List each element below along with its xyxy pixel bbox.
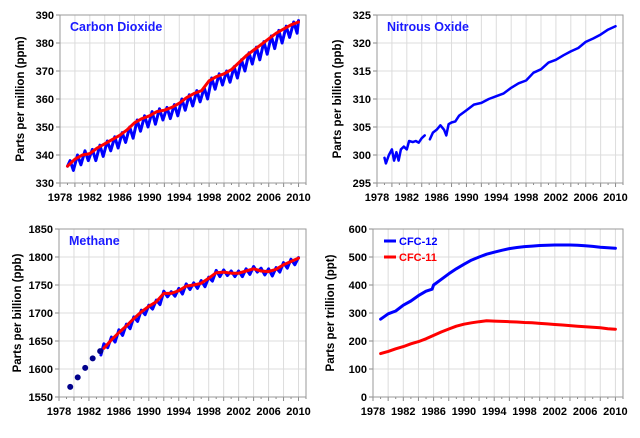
x-tick-label: 2002 xyxy=(226,406,250,418)
y-tick-label: 1550 xyxy=(29,392,53,404)
y-tick-label: 390 xyxy=(36,10,54,22)
x-tick-label: 1994 xyxy=(484,192,509,204)
y-tick-label: 315 xyxy=(353,66,371,78)
y-tick-label: 0 xyxy=(361,392,367,404)
x-tick-label: 1982 xyxy=(78,192,102,204)
plot-frame xyxy=(58,228,307,398)
chart-title: Nitrous Oxide xyxy=(387,20,469,34)
data-point xyxy=(97,348,104,355)
y-tick-label: 400 xyxy=(349,280,367,292)
x-tick-label: 1998 xyxy=(197,192,221,204)
y-tick-label: 370 xyxy=(36,66,54,78)
x-tick-label: 2006 xyxy=(573,406,597,418)
x-tick-label: 2006 xyxy=(256,406,280,418)
x-tick-label: 2002 xyxy=(543,406,567,418)
y-tick-label: 1650 xyxy=(29,336,53,348)
x-tick-label: 2010 xyxy=(286,406,310,418)
series-trend xyxy=(66,20,300,168)
x-tick-label: 2002 xyxy=(544,192,568,204)
chart-panel-cfc: 0 100 200 300 400 500 600 1978 1982 1986 1990 1994 1… xyxy=(325,224,628,418)
x-tick-label: 1986 xyxy=(421,406,445,418)
x-tick-label: 1990 xyxy=(454,192,478,204)
x-tick-label: 1994 xyxy=(167,192,192,204)
y-tick-label: 340 xyxy=(36,150,54,162)
y-tick-label: 360 xyxy=(36,94,54,106)
plot-frame xyxy=(372,228,624,398)
series-trend xyxy=(102,256,300,350)
data-point xyxy=(89,355,96,362)
series-cfc-11 xyxy=(379,319,617,356)
y-tick-label: 330 xyxy=(36,178,54,190)
chart-panel-nitrous-oxide: 295 300 305 310 315 320 325 1978 1982 1986 1990 199… xyxy=(332,10,628,204)
y-tick-label: 1750 xyxy=(29,280,53,292)
x-tick-label: 1978 xyxy=(47,406,71,418)
y-tick-label: 1600 xyxy=(29,364,53,376)
y-tick-label: 310 xyxy=(353,94,371,106)
x-tick-label: 1990 xyxy=(452,406,476,418)
y-tick-label: 1850 xyxy=(29,224,53,236)
series-measured xyxy=(383,24,617,165)
y-tick-label: 325 xyxy=(353,10,371,22)
y-tick-label: 305 xyxy=(353,122,371,134)
data-point xyxy=(67,383,74,390)
y-axis-label: Parts per billion (ppb) xyxy=(332,39,344,158)
x-tick-label: 1998 xyxy=(512,406,536,418)
x-tick-label: 1998 xyxy=(196,406,220,418)
y-tick-label: 295 xyxy=(353,178,371,190)
y-axis-label: Parts per trillion (ppt) xyxy=(325,254,337,371)
x-tick-label: 2006 xyxy=(573,192,597,204)
x-tick-label: 1994 xyxy=(167,406,192,418)
x-tick-label: 1982 xyxy=(395,192,419,204)
x-tick-label: 1978 xyxy=(48,192,72,204)
x-tick-label: 1990 xyxy=(137,406,161,418)
data-point xyxy=(74,374,81,381)
chart-panel-methane: 1550 1600 1650 1700 1750 1800 1850 1978 1982 1986… xyxy=(12,224,311,418)
x-tick-label: 1978 xyxy=(361,406,385,418)
y-tick-label: 100 xyxy=(349,364,367,376)
legend-label-cfc-12: CFC-12 xyxy=(399,236,438,248)
y-tick-label: 1800 xyxy=(29,252,53,264)
y-tick-label: 600 xyxy=(349,224,367,236)
plot-frame xyxy=(59,14,307,184)
x-tick-label: 2010 xyxy=(603,406,627,418)
x-tick-label: 1986 xyxy=(107,406,131,418)
y-tick-label: 320 xyxy=(353,38,371,50)
x-tick-label: 1986 xyxy=(424,192,448,204)
series-measured xyxy=(66,19,300,172)
chart-title: Carbon Dioxide xyxy=(70,20,162,34)
y-tick-label: 350 xyxy=(36,122,54,134)
series-cfc-12 xyxy=(379,243,617,321)
x-tick-label: 2010 xyxy=(286,192,310,204)
data-point xyxy=(82,364,89,371)
y-axis-label: Parts per million (ppm) xyxy=(15,36,27,161)
y-tick-label: 200 xyxy=(349,336,367,348)
legend-label-cfc-11: CFC-11 xyxy=(399,252,437,264)
y-tick-label: 300 xyxy=(349,308,367,320)
y-tick-label: 500 xyxy=(349,252,367,264)
y-tick-label: 300 xyxy=(353,150,371,162)
x-tick-label: 1986 xyxy=(107,192,131,204)
chart-panel-carbon-dioxide: 330 340 350 360 370 380 390 1978 1982 1986 1990 199… xyxy=(15,10,311,204)
y-axis-label: Parts per billion (ppb) xyxy=(12,253,24,372)
chart-title: Methane xyxy=(69,234,120,248)
x-tick-label: 1990 xyxy=(137,192,161,204)
x-tick-label: 1994 xyxy=(482,406,507,418)
plot-frame xyxy=(376,14,624,184)
y-tick-label: 380 xyxy=(36,38,54,50)
x-tick-label: 2010 xyxy=(603,192,627,204)
x-tick-label: 1982 xyxy=(391,406,415,418)
x-tick-label: 2002 xyxy=(227,192,251,204)
x-tick-label: 1978 xyxy=(365,192,389,204)
x-tick-label: 1982 xyxy=(77,406,101,418)
x-tick-label: 2006 xyxy=(256,192,280,204)
x-tick-label: 1998 xyxy=(514,192,538,204)
y-tick-label: 1700 xyxy=(29,308,53,320)
